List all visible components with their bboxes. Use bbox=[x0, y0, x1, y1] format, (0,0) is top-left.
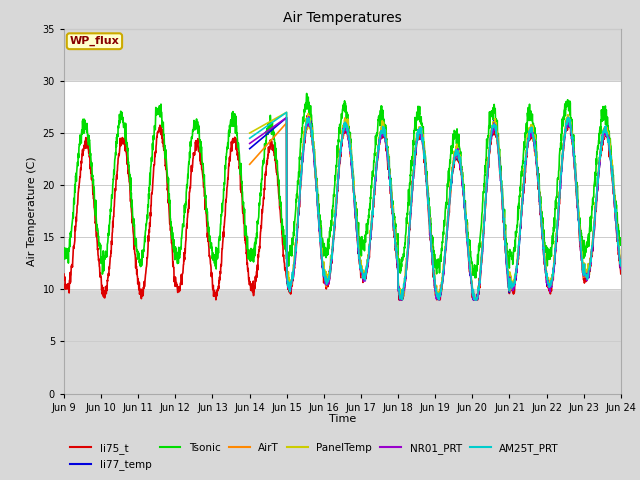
Y-axis label: Air Temperature (C): Air Temperature (C) bbox=[27, 156, 37, 266]
Bar bbox=[64, 81, 621, 289]
X-axis label: Time: Time bbox=[329, 414, 356, 424]
Title: Air Temperatures: Air Temperatures bbox=[283, 11, 402, 25]
Text: WP_flux: WP_flux bbox=[70, 36, 119, 47]
Legend: li75_t, li77_temp, Tsonic, AirT, PanelTemp, NR01_PRT, AM25T_PRT: li75_t, li77_temp, Tsonic, AirT, PanelTe… bbox=[66, 439, 563, 474]
